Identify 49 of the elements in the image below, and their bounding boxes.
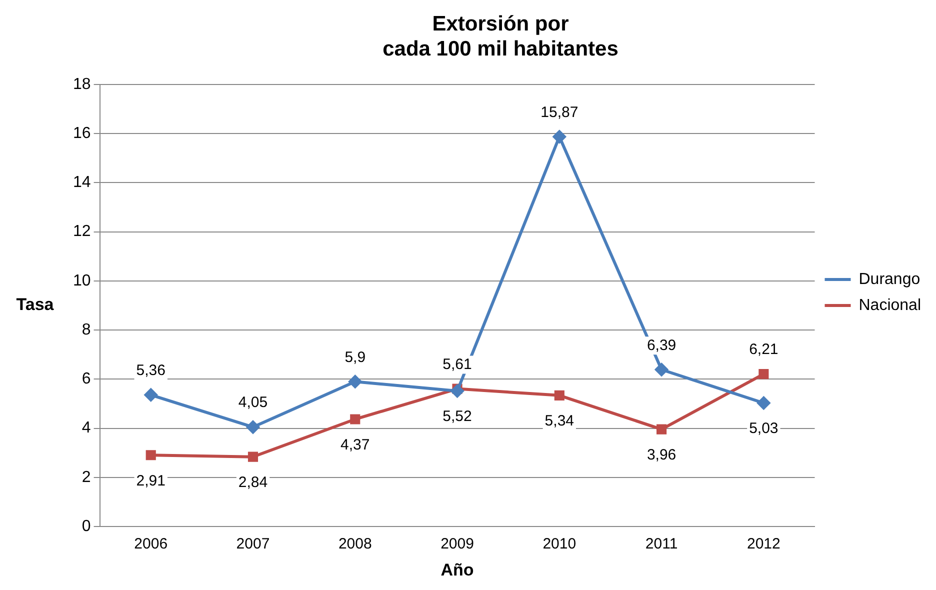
data-label: 4,05 xyxy=(238,394,268,412)
chart-title: Extorsión por cada 100 mil habitantes xyxy=(382,12,618,61)
point xyxy=(350,414,360,424)
x-tick-label: 2009 xyxy=(440,536,474,553)
point xyxy=(552,130,566,144)
y-tick-label: 6 xyxy=(82,370,91,388)
y-tick-label: 14 xyxy=(73,174,91,192)
data-label: 3,96 xyxy=(646,446,676,464)
x-tick-label: 2012 xyxy=(746,536,780,553)
point xyxy=(758,369,769,380)
point xyxy=(248,452,258,462)
y-axis-title: Tasa xyxy=(16,295,54,314)
y-tick-label: 2 xyxy=(82,468,91,486)
point xyxy=(146,450,156,460)
point xyxy=(450,384,464,398)
data-label: 2,84 xyxy=(238,474,268,491)
data-label: 6,39 xyxy=(646,336,676,354)
point xyxy=(554,390,564,400)
data-label: 15,87 xyxy=(540,104,578,121)
x-tick-label: 2008 xyxy=(338,536,372,553)
data-label: 5,52 xyxy=(442,408,472,426)
y-tick-label: 10 xyxy=(73,272,91,290)
y-tick-label: 12 xyxy=(73,223,91,240)
x-tick-label: 2006 xyxy=(134,536,168,553)
y-tick-label: 16 xyxy=(73,124,91,142)
data-label: 5,61 xyxy=(442,356,472,373)
data-label: 2,91 xyxy=(136,472,166,490)
data-label: 5,34 xyxy=(544,412,574,430)
point xyxy=(655,363,668,376)
point xyxy=(348,375,362,388)
data-label: 6,21 xyxy=(749,341,778,358)
legend-label: Nacional xyxy=(858,296,922,314)
data-label: 5,36 xyxy=(136,362,166,380)
x-axis-title: Año xyxy=(440,560,474,580)
data-label: 5,03 xyxy=(749,420,778,438)
y-tick-label: 8 xyxy=(82,321,91,338)
point xyxy=(246,420,260,434)
data-label: 5,9 xyxy=(344,348,366,366)
y-tick-label: 4 xyxy=(82,420,91,437)
data-label: 4,37 xyxy=(340,436,370,454)
y-tick-label: 18 xyxy=(73,76,91,93)
legend-label: Durango xyxy=(858,270,920,288)
x-tick-label: 2011 xyxy=(645,536,678,553)
y-tick-label: 0 xyxy=(82,518,91,536)
point xyxy=(144,388,158,402)
point xyxy=(757,396,770,410)
x-tick-label: 2010 xyxy=(542,536,576,553)
x-tick-label: 2007 xyxy=(236,536,270,553)
point xyxy=(656,424,667,434)
